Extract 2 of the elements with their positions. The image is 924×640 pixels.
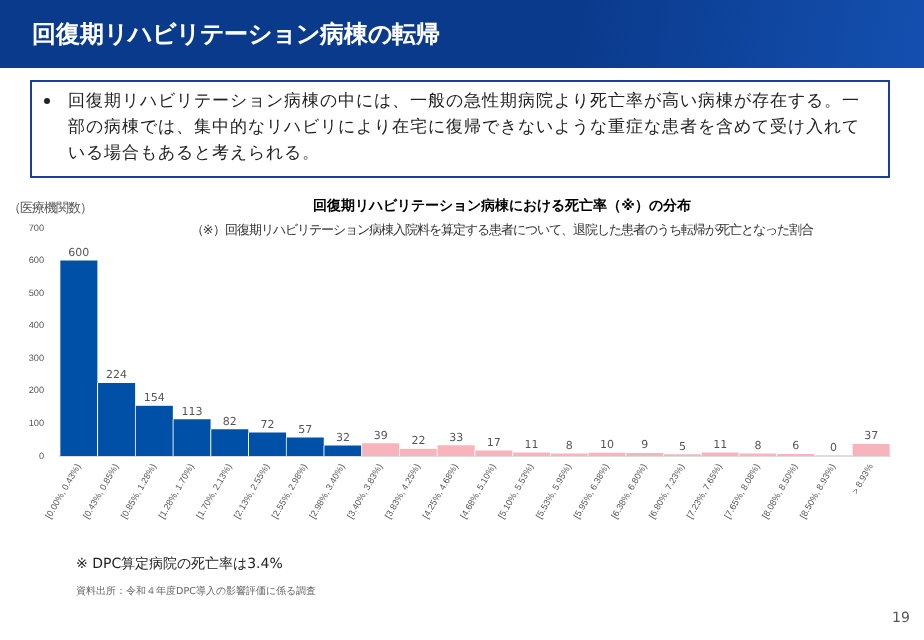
text: 回復期リハビリテーション病棟の中には、一般の急性期病院より死亡率が高い病棟が存在する。一部の病棟では、集中的なリハビリにより在宅に復帰できないような重症な患者を含めて受け入れている場合もあると考えられる。 xyxy=(30,80,890,178)
text: 回復期リハビリテーション病棟の転帰 xyxy=(0,0,924,68)
